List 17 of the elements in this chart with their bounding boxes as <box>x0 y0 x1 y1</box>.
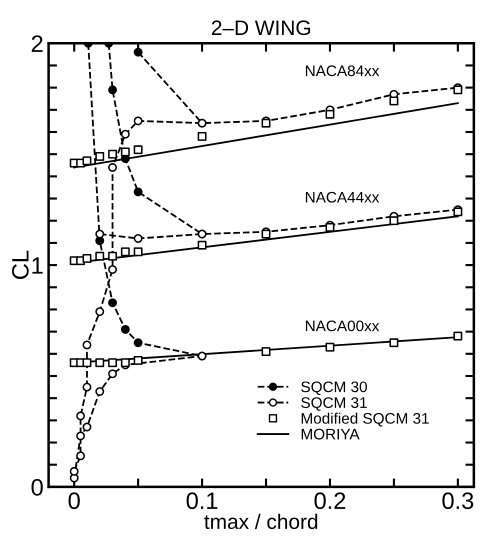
y-tick-label: 0 <box>32 478 43 496</box>
x-tick-label: 0.1 <box>186 492 218 510</box>
annotation: NACA84xx <box>306 65 380 76</box>
legend-label: Modified SQCM 31 <box>302 412 429 427</box>
legend-label: SQCM 31 <box>301 397 367 411</box>
annotation: NACA44xx <box>306 192 380 203</box>
y-axis-title: CL <box>12 250 29 279</box>
y-tick-label: 1 <box>32 257 43 274</box>
x-tick-label: 0.3 <box>442 492 474 510</box>
annotation: NACA00xx <box>306 320 380 332</box>
x-tick-label: 0 <box>68 492 80 510</box>
chart-title: 2–D WING <box>212 20 310 36</box>
legend-label: MORIYA <box>302 428 360 440</box>
legend-label: SQCM 30 <box>301 381 367 395</box>
x-tick-label: 0.2 <box>314 492 346 510</box>
y-tick-label: 2 <box>32 35 43 52</box>
x-axis-title: tmax / chord <box>204 514 318 530</box>
